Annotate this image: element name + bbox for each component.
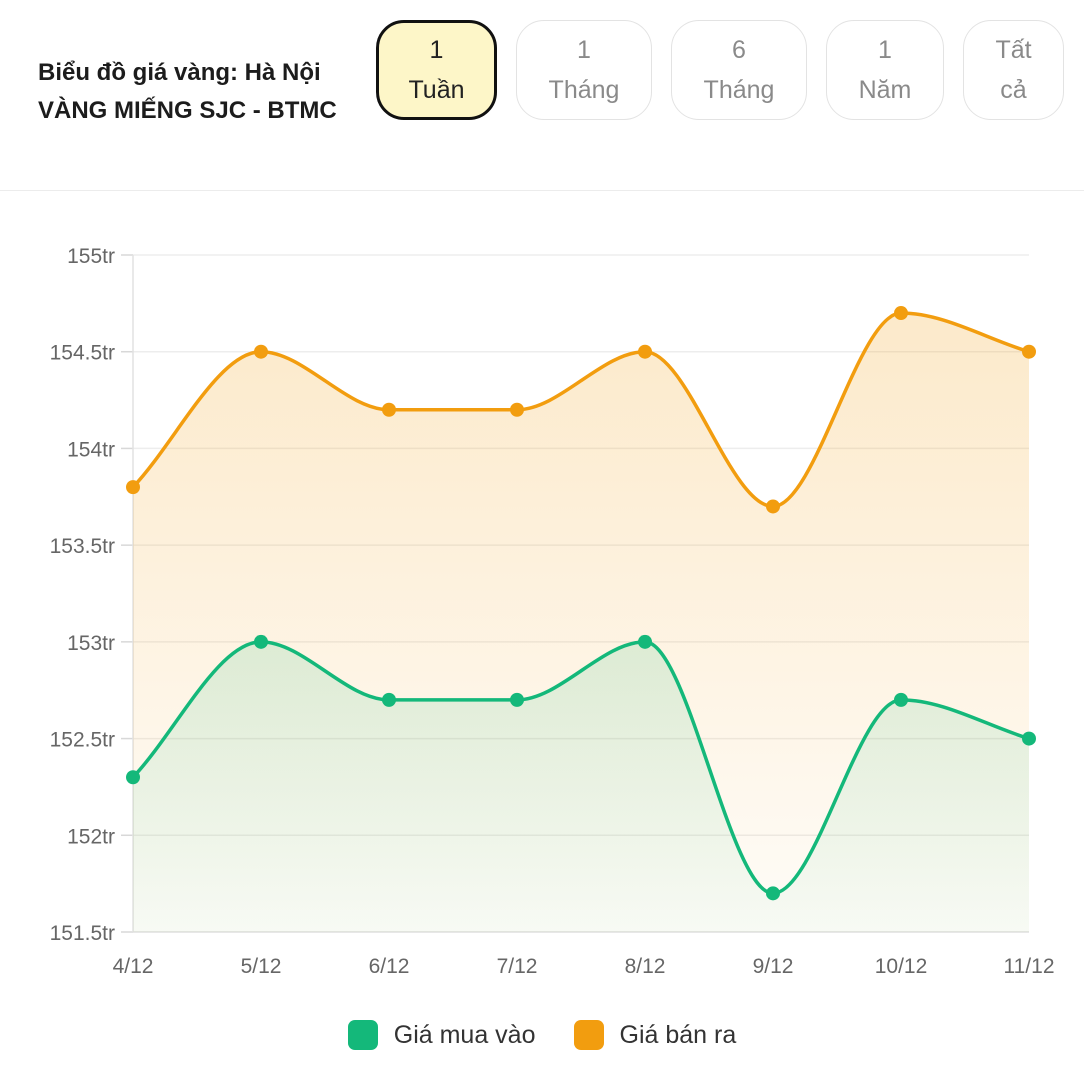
data-point-sell[interactable] (1022, 344, 1036, 359)
data-point-buy[interactable] (126, 770, 140, 785)
data-point-sell[interactable] (638, 344, 652, 359)
data-point-sell[interactable] (510, 402, 524, 417)
y-tick-label: 154tr (67, 438, 115, 461)
price-chart: 155tr 154.5tr 154tr 153.5tr 153tr 152.5tr 152t… (50, 245, 1055, 978)
chart-area: 155tr 154.5tr 154tr 153.5tr 153tr 152.5tr 152t… (0, 191, 1084, 1075)
y-axis-tick-labels: 155tr 154.5tr 154tr 153.5tr 153tr 152.5tr 152t… (50, 245, 115, 945)
range-button-unit: Tháng (548, 76, 620, 104)
data-point-buy[interactable] (638, 634, 652, 649)
range-button-number: 1 (577, 36, 591, 64)
series-line-buy (131, 640, 1030, 896)
x-tick-label: 4/12 (113, 955, 154, 978)
x-tick-label: 8/12 (625, 955, 666, 978)
x-tick-label: 7/12 (497, 955, 538, 978)
y-tick-label: 152tr (67, 825, 115, 848)
range-button-number: Tất (995, 36, 1032, 64)
data-points (126, 306, 1036, 901)
range-button-unit: Năm (858, 76, 912, 104)
range-button-all[interactable]: Tất cả (963, 20, 1064, 120)
range-button-1-month[interactable]: 1 Tháng (516, 20, 652, 120)
data-point-sell[interactable] (254, 344, 268, 359)
legend-item-buy[interactable]: Giá mua vào (347, 1020, 536, 1050)
chart-title-location: Biểu đồ giá vàng: Hà Nội (38, 59, 321, 86)
range-button-unit: Tuần (408, 76, 465, 104)
y-tick-label: 153tr (67, 632, 115, 655)
y-tick-label: 154.5tr (50, 342, 115, 365)
series-fill-buy (133, 641, 1029, 932)
x-tick-label: 11/12 (1004, 955, 1055, 978)
range-button-unit: Tháng (703, 76, 775, 104)
range-button-number: 1 (429, 36, 444, 64)
data-point-sell[interactable] (126, 480, 140, 495)
chart-title-product: VÀNG MIẾNG SJC - BTMC (38, 97, 337, 124)
x-tick-label: 6/12 (369, 955, 410, 978)
range-button-unit: cả (1000, 76, 1027, 104)
data-point-buy[interactable] (1022, 731, 1036, 746)
data-point-buy[interactable] (766, 886, 780, 901)
data-point-sell[interactable] (766, 499, 780, 514)
legend-swatch-buy (347, 1020, 378, 1050)
legend-item-sell[interactable]: Giá bán ra (573, 1020, 737, 1050)
data-point-sell[interactable] (382, 402, 396, 417)
legend-label-buy: Giá mua vào (393, 1020, 536, 1049)
x-tick-label: 9/12 (753, 955, 794, 978)
x-tick-label: 10/12 (875, 955, 928, 978)
data-point-sell[interactable] (894, 306, 908, 321)
range-button-number: 1 (878, 36, 892, 64)
legend-swatch-sell (573, 1020, 604, 1050)
range-button-1-week[interactable]: 1 Tuần (376, 20, 497, 120)
range-button-6-months[interactable]: 6 Tháng (671, 20, 807, 120)
y-tick-label: 151.5tr (50, 922, 115, 945)
x-axis-tick-labels: 4/12 5/12 6/12 7/12 8/12 9/12 10/12 11/12 (113, 955, 1055, 978)
data-point-buy[interactable] (894, 692, 908, 707)
legend-label-sell: Giá bán ra (619, 1020, 737, 1049)
chart-header: Biểu đồ giá vàng: Hà Nội VÀNG MIẾNG SJC … (0, 0, 1084, 191)
range-button-number: 6 (732, 36, 746, 64)
data-point-buy[interactable] (254, 634, 268, 649)
y-tick-label: 153.5tr (50, 535, 115, 558)
data-point-buy[interactable] (382, 692, 396, 707)
x-tick-label: 5/12 (241, 955, 282, 978)
chart-title: Biểu đồ giá vàng: Hà Nội VÀNG MIẾNG SJC … (38, 54, 337, 130)
data-point-buy[interactable] (510, 692, 524, 707)
y-tick-label: 152.5tr (50, 729, 115, 752)
y-tick-label: 155tr (67, 245, 115, 268)
range-button-1-year[interactable]: 1 Năm (826, 20, 944, 120)
series-fills (133, 313, 1029, 932)
chart-legend: Giá mua vào Giá bán ra (0, 1013, 1084, 1057)
